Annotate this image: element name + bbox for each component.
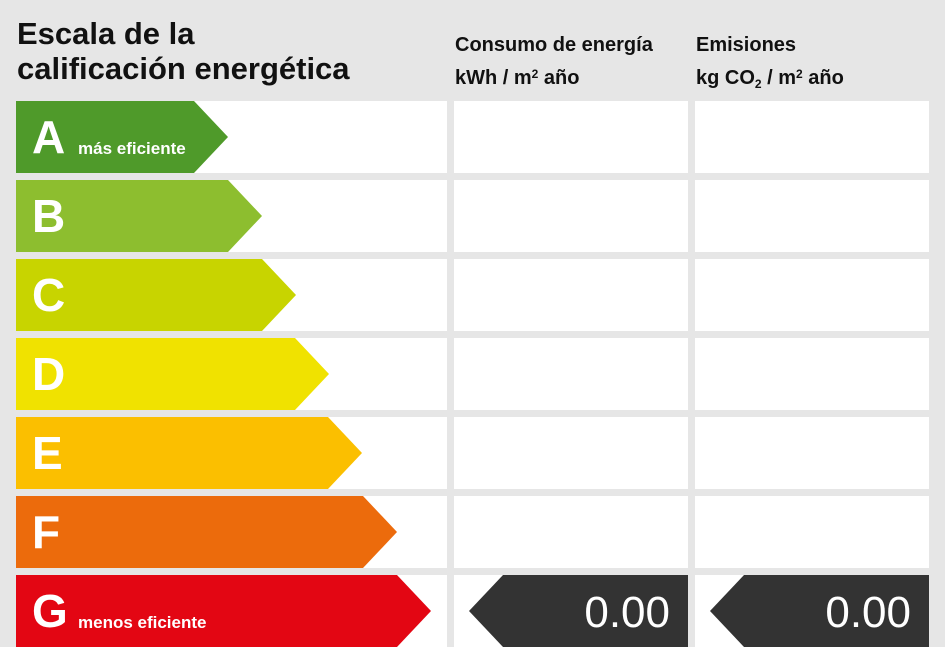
rating-row-c: C	[0, 259, 945, 331]
energy-consumption-header: Consumo de energía kWh / m2 año	[455, 31, 653, 93]
rating-letter: C	[32, 269, 66, 321]
rating-arrow-b: B	[16, 180, 262, 252]
rating-letter: G	[32, 585, 68, 637]
energy-cell	[454, 259, 688, 331]
energy-value-badge: 0.00	[469, 575, 688, 647]
emissions-value: 0.00	[825, 588, 911, 637]
emissions-cell	[695, 496, 929, 568]
rating-arrow-c: C	[16, 259, 296, 331]
page-title: Escala de la calificación energética	[17, 16, 350, 86]
energy-cell	[454, 338, 688, 410]
emissions-header-unit: kg CO2 / m2 año	[696, 67, 844, 91]
title-line-1: Escala de la	[17, 16, 195, 51]
emissions-cell	[695, 417, 929, 489]
energy-cell	[454, 417, 688, 489]
rating-arrow-d: D	[16, 338, 329, 410]
rating-letter: B	[32, 190, 66, 242]
rating-letter: A	[32, 111, 66, 163]
energy-value: 0.00	[584, 588, 670, 637]
rating-arrow-e: E	[16, 417, 362, 489]
emissions-cell	[695, 180, 929, 252]
rating-letter: F	[32, 506, 61, 558]
rating-row-f: F	[0, 496, 945, 568]
rating-row-e: E	[0, 417, 945, 489]
emissions-cell	[695, 338, 929, 410]
rating-letter: D	[32, 348, 66, 400]
energy-header-unit: kWh / m2 año	[455, 67, 580, 89]
rating-row-d: D	[0, 338, 945, 410]
rating-subtitle: menos eficiente	[78, 613, 207, 632]
emissions-value-badge: 0.00	[710, 575, 929, 647]
emissions-cell	[695, 101, 929, 173]
emissions-header: Emisiones kg CO2 / m2 año	[696, 31, 844, 99]
energy-cell	[454, 101, 688, 173]
rating-subtitle: más eficiente	[78, 139, 186, 158]
energy-cell	[454, 180, 688, 252]
rating-arrow-f: F	[16, 496, 397, 568]
energy-cell	[454, 496, 688, 568]
title-line-2: calificación energética	[17, 51, 350, 86]
emissions-header-label: Emisiones	[696, 34, 797, 56]
energy-header-label: Consumo de energía	[455, 34, 653, 56]
emissions-cell	[695, 259, 929, 331]
rating-row-b: B	[0, 180, 945, 252]
rating-letter: E	[32, 427, 63, 479]
